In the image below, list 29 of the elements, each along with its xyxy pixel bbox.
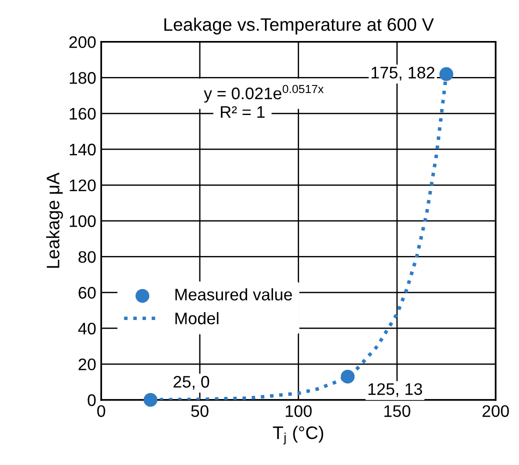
y-tick-label: 60 (78, 286, 96, 299)
legend-label: Model (175, 312, 218, 324)
y-tick-label: 20 (78, 358, 96, 370)
legend-label: Measured value (175, 288, 292, 300)
annotation: y = 0.021e$^{0.0517x}$ (204, 84, 324, 103)
chart-title: Leakage vs.Temperature at 600 V (164, 18, 434, 34)
y-tick-label: 120 (70, 179, 96, 192)
point (340, 370, 355, 384)
y-tick-label: 180 (70, 72, 96, 84)
y-axis-title: Leakage μA (46, 172, 63, 268)
x-tick-label: 100 (286, 405, 312, 418)
point (439, 67, 454, 81)
annotation: 175, 182 (372, 66, 434, 81)
x-tick-label: 0 (97, 405, 106, 418)
annotation: 25, 0 (174, 376, 210, 390)
x-tick-label: 200 (482, 405, 509, 418)
annotation: R² = 1 (220, 106, 265, 118)
y-tick-label: 80 (78, 251, 96, 263)
annotation: 125, 13 (368, 383, 422, 397)
x-tick-label: 50 (191, 405, 208, 418)
y-tick-label: 160 (70, 108, 96, 120)
x-tick-label: 150 (384, 405, 410, 418)
y-tick-label: 140 (70, 144, 96, 156)
y-tick-label: 40 (78, 322, 96, 334)
point (144, 392, 158, 407)
y-tick-label: 200 (69, 36, 96, 48)
y-tick-label: 0 (88, 394, 96, 406)
y-tick-label: 100 (70, 215, 96, 228)
x-axis-title: T$_{j}$ (°C) (272, 426, 324, 444)
